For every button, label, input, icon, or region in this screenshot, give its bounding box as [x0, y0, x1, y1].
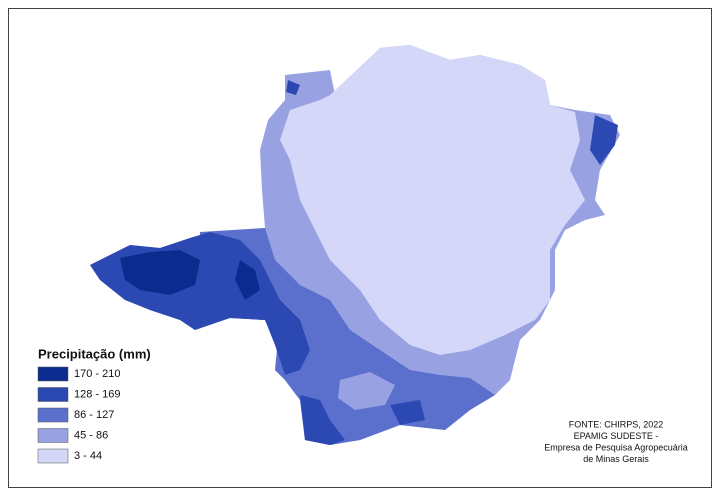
map-region — [280, 45, 585, 355]
source-note: FONTE: CHIRPS, 2022 EPAMIG SUDESTE -Empre… — [544, 419, 688, 464]
map-region — [200, 228, 495, 445]
legend-label: 45 - 86 — [74, 429, 108, 441]
legend-swatch — [37, 407, 69, 423]
legend: 170 - 210 128 - 169 86 - 127 45 - 86 3 - 44 — [37, 366, 120, 464]
legend-label: 170 - 210 — [74, 368, 120, 380]
map-region — [235, 260, 260, 300]
map-region — [390, 400, 425, 425]
source-line: EPAMIG SUDESTE - — [574, 431, 659, 441]
legend-label: 128 - 169 — [74, 388, 120, 400]
map-region — [338, 372, 395, 410]
map-region — [286, 80, 300, 95]
source-line: de Minas Gerais — [583, 454, 649, 464]
legend-swatch — [37, 387, 69, 402]
legend-swatch — [37, 428, 69, 443]
source-line: Empresa de Pesquisa Agropecuária — [544, 442, 688, 452]
source-line: FONTE: CHIRPS, 2022 — [569, 419, 664, 429]
legend-label: 3 - 44 — [74, 450, 102, 462]
legend-swatch — [37, 366, 69, 382]
map — [90, 45, 620, 445]
map-region — [120, 250, 200, 295]
legend-title: Precipitação (mm) — [38, 346, 151, 361]
map-region — [300, 395, 345, 445]
legend-swatch — [37, 448, 69, 464]
map-region — [590, 115, 618, 165]
legend-label: 86 - 127 — [74, 409, 114, 421]
